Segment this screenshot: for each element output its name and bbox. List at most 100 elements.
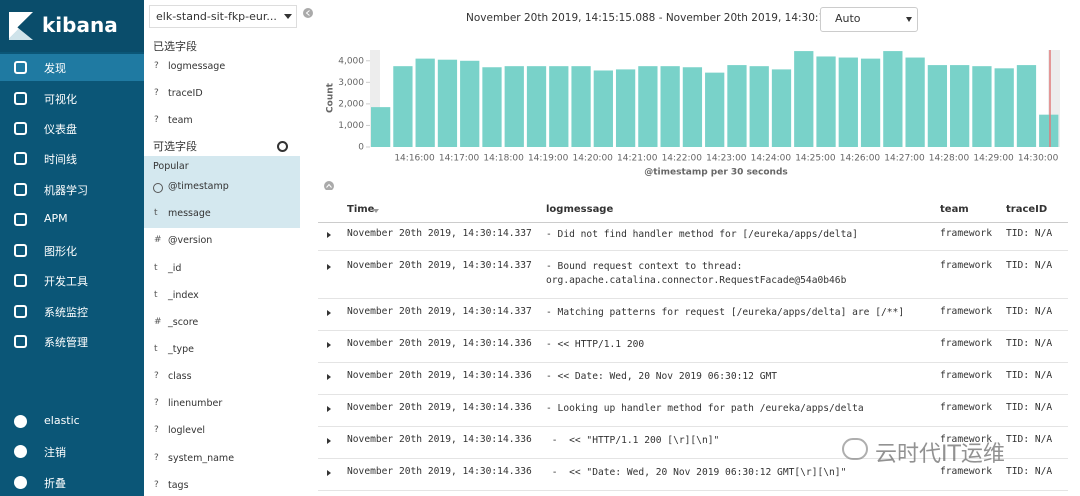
x-tick-label: 14:16:00 <box>394 154 435 164</box>
expand-arrow[interactable] <box>327 406 331 412</box>
cell: TID: N/A <box>1006 402 1053 413</box>
x-tick-label: 14:21:00 <box>617 154 658 164</box>
bar <box>393 66 413 147</box>
field-name[interactable]: _index <box>168 290 199 301</box>
nav-icon <box>14 305 27 318</box>
bar <box>415 58 435 147</box>
column-header[interactable]: logmessage <box>546 204 614 215</box>
field-type: t <box>154 208 158 218</box>
row-line <box>318 458 1068 459</box>
expand-arrow[interactable] <box>327 264 331 270</box>
expand-arrow[interactable] <box>327 438 331 444</box>
nav-item[interactable]: 系统管理 <box>44 336 88 349</box>
gear[interactable] <box>277 141 288 152</box>
bar <box>1016 65 1037 147</box>
row-line <box>318 490 1068 491</box>
nav-item[interactable]: 图形化 <box>44 245 77 258</box>
cell: - << HTTP/1.1 200 <box>546 339 645 350</box>
x-tick-label: 14:24:00 <box>751 154 792 164</box>
bar <box>972 66 992 147</box>
field-name[interactable]: _id <box>168 263 182 274</box>
nav-item[interactable]: elastic <box>44 414 80 427</box>
field-name[interactable]: tags <box>168 480 189 491</box>
cell: November 20th 2019, 14:30:14.337 <box>347 306 532 317</box>
bar <box>371 107 391 147</box>
column-header[interactable]: Time <box>347 204 375 215</box>
expand-arrow[interactable] <box>327 232 331 238</box>
bar <box>504 66 524 147</box>
caret <box>906 17 912 22</box>
x-tick-label: 14:19:00 <box>528 154 569 164</box>
expand-arrow[interactable] <box>327 470 331 476</box>
index-select[interactable] <box>149 5 297 28</box>
cell: November 20th 2019, 14:30:14.336 <box>347 466 532 477</box>
column-header[interactable]: team <box>940 204 969 215</box>
nav-sidebar: kibana 发现 可视化 仪表盘 时间线 机器学习 APM 图形化 开发工具 系统监控 系统管理 e… <box>0 0 144 496</box>
nav-item[interactable]: 仪表盘 <box>44 123 77 136</box>
cell: framework <box>940 466 992 477</box>
popular-title: Popular <box>153 161 189 172</box>
x-tick-label: 14:18:00 <box>483 154 524 164</box>
field-name[interactable]: logmessage <box>168 61 226 72</box>
histogram: Count @timestamp per 30 seconds 0 1,000 2,… <box>303 8 1060 190</box>
bar <box>1039 114 1059 147</box>
bar <box>950 65 970 147</box>
collapse-button[interactable] <box>303 8 313 18</box>
field-name[interactable]: system_name <box>168 453 235 464</box>
cell: framework <box>940 260 992 271</box>
x-tick-label: 14:20:00 <box>572 154 613 164</box>
nav-item[interactable]: 可视化 <box>44 93 77 106</box>
cell: November 20th 2019, 14:30:14.336 <box>347 338 532 349</box>
x-tick-label: 14:30:00 <box>1018 154 1059 164</box>
expand-arrow[interactable] <box>327 342 331 348</box>
row-line <box>318 250 1068 251</box>
field-name[interactable]: loglevel <box>168 425 206 436</box>
field-name[interactable]: _type <box>168 344 194 355</box>
field-type: # <box>154 317 162 327</box>
nav-item[interactable]: APM <box>44 212 68 225</box>
field-name[interactable]: message <box>168 208 211 219</box>
field-type: ? <box>154 61 159 71</box>
nav-item[interactable]: 机器学习 <box>44 184 88 197</box>
nav-item[interactable]: 系统监控 <box>44 306 88 319</box>
nav-icon <box>14 415 27 428</box>
cell: - << Date: Wed, 20 Nov 2019 06:30:12 GMT <box>546 371 778 382</box>
y-tick-label: 2,000 <box>338 99 364 109</box>
field-name[interactable]: @version <box>168 235 213 246</box>
field-type: ? <box>154 88 159 98</box>
column-header[interactable]: traceID <box>1006 204 1048 215</box>
cell: - << "Date: Wed, 20 Nov 2019 06:30:12 GM… <box>546 467 847 478</box>
nav-item[interactable]: 时间线 <box>44 153 77 166</box>
field-name[interactable]: @timestamp <box>168 181 229 192</box>
nav-icon <box>14 335 27 348</box>
interval-select[interactable] <box>820 7 918 32</box>
x-tick-label: 14:25:00 <box>795 154 836 164</box>
field-name[interactable]: traceID <box>168 88 203 99</box>
field-name[interactable]: _score <box>168 317 199 328</box>
collapse-icon <box>305 10 310 16</box>
field-name[interactable]: class <box>168 371 192 382</box>
nav-item[interactable]: 折叠 <box>44 477 66 490</box>
cell: framework <box>940 434 992 445</box>
cell: November 20th 2019, 14:30:14.337 <box>347 228 532 239</box>
nav-icon <box>14 213 27 226</box>
cell: November 20th 2019, 14:30:14.336 <box>347 370 532 381</box>
nav-item[interactable]: 发现 <box>44 62 66 75</box>
bar <box>883 51 903 148</box>
expand-arrow[interactable] <box>327 310 331 316</box>
bar <box>994 68 1014 147</box>
bar <box>860 58 881 147</box>
bar <box>771 69 792 147</box>
section-title: 可选字段 <box>153 140 197 153</box>
field-name[interactable]: team <box>168 115 193 126</box>
x-tick-label: 14:26:00 <box>840 154 881 164</box>
bar <box>460 60 480 147</box>
toggle-chart[interactable] <box>324 181 334 190</box>
bar <box>549 66 569 147</box>
nav-item[interactable]: 开发工具 <box>44 275 88 288</box>
cell: TID: N/A <box>1006 338 1053 349</box>
field-name[interactable]: linenumber <box>168 398 223 409</box>
nav-item[interactable]: 注销 <box>44 446 66 459</box>
expand-arrow[interactable] <box>327 374 331 380</box>
